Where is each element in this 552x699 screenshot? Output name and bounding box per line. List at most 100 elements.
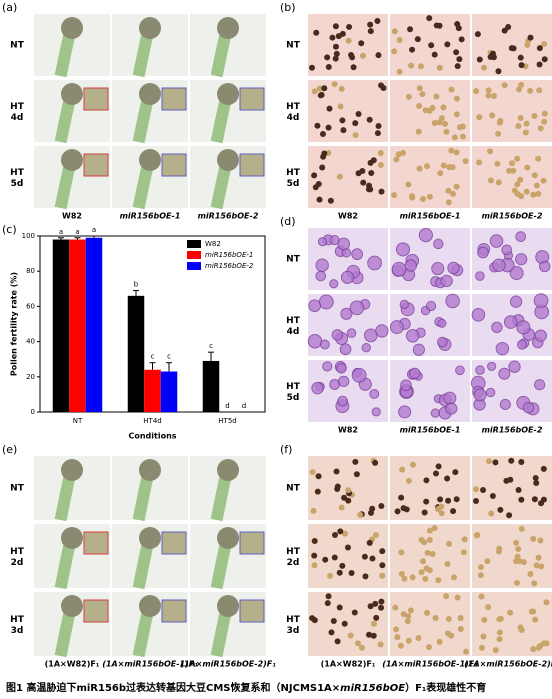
pollen-grain [374, 130, 381, 137]
pollen-grain [420, 558, 427, 565]
pollen-grain [484, 558, 491, 565]
pollen-grain [379, 548, 386, 555]
pollen-grain [508, 160, 515, 167]
pollen-grain [367, 21, 374, 28]
pollen-grain [380, 85, 387, 92]
row-label: NT [10, 41, 25, 51]
pollen-grain [398, 494, 405, 501]
y-tick-label: 40 [26, 338, 35, 346]
cell [445, 402, 458, 415]
legend-label: W82 [205, 240, 221, 248]
pollen-grain [537, 537, 544, 544]
pollen-grain [317, 92, 324, 99]
pollen-grain [357, 511, 364, 518]
pollen-grain [358, 644, 365, 651]
pollen-grain [337, 103, 344, 110]
pollen-grain [378, 604, 385, 611]
pollen-grain [405, 93, 412, 100]
pollen-grain [392, 604, 399, 611]
cell [340, 270, 355, 284]
column-label: miR156bOE-2 [482, 426, 543, 435]
pollen-grain [315, 473, 322, 480]
pollen-grain [310, 507, 317, 514]
pollen-grain [393, 626, 400, 633]
pollen-grain [352, 132, 359, 139]
pollen-grain [367, 186, 374, 193]
pollen-grain [541, 56, 548, 63]
pollen-grain [426, 15, 433, 22]
pollen-grain [355, 170, 362, 177]
cell [331, 329, 344, 341]
pollen-grain [401, 575, 408, 582]
column-label: miR156bOE-2 [198, 212, 259, 221]
legend-label: miR156bOE-1 [205, 251, 253, 259]
pollen-grain [377, 161, 384, 168]
pollen-grain [374, 17, 381, 24]
pollen-grain [487, 148, 494, 155]
pollen-grain [378, 188, 385, 195]
cell [471, 308, 486, 322]
row-label: HT 4d [10, 102, 25, 123]
cell [508, 360, 521, 373]
cell [329, 279, 339, 289]
pollen-grain [359, 52, 366, 59]
panel-letter: (b) [280, 1, 296, 14]
pollen-grain [524, 164, 531, 171]
pollen-grain [326, 105, 333, 112]
pollen-grain [436, 638, 443, 645]
pollen-grain [462, 648, 469, 655]
significance-letter: b [134, 281, 139, 289]
x-tick-label: HT4d [143, 417, 161, 425]
pollen-grain [334, 485, 341, 492]
pollen-grain [325, 124, 332, 131]
pollen-grain [444, 630, 451, 637]
pollen-grain [367, 603, 374, 610]
pollen-grain [336, 569, 343, 576]
bud [61, 527, 83, 549]
pollen-grain [372, 459, 379, 466]
cell [322, 361, 333, 372]
pollen-grain [489, 50, 496, 57]
pollen-grain [453, 149, 460, 156]
y-tick-label: 80 [26, 267, 35, 275]
cell [517, 339, 528, 350]
pollen-grain [445, 540, 452, 547]
significance-letter: a [92, 226, 96, 234]
caption-part: 图1 高温胁迫下miR156b过表达转基因大豆CMS恢复系和（NJCMS1A× [6, 681, 340, 694]
pollen-grain [338, 504, 345, 511]
legend-swatch [187, 251, 201, 259]
pollen-grain [440, 104, 447, 111]
legend-swatch [187, 240, 201, 248]
pollen-grain [407, 26, 414, 33]
pollen-grain [538, 563, 545, 570]
cell [351, 248, 363, 261]
cell [371, 407, 381, 417]
pollen-grain [535, 644, 542, 651]
column-label: miR156bOE-2 [482, 212, 543, 221]
column-label: (1A×miR156bOE-1)F₁ [102, 660, 198, 669]
pollen-grain [421, 509, 428, 516]
pollen-grain [432, 470, 439, 477]
inset [239, 87, 265, 111]
row-label: HT 4d [286, 316, 301, 337]
bud [217, 17, 239, 39]
pollen-grain [321, 150, 328, 157]
cell [351, 367, 367, 383]
cell [443, 391, 457, 405]
pollen-grain [517, 176, 524, 183]
cell [534, 379, 546, 391]
pollen-grain [536, 61, 543, 68]
cell [409, 367, 421, 380]
pollen-grain [405, 181, 412, 188]
caption: 图1 高温胁迫下miR156b过表达转基因大豆CMS恢复系和（NJCMS1A×m… [6, 681, 486, 694]
pollen-grain [506, 512, 513, 519]
pollen-grain [442, 120, 449, 127]
pollen-grain [451, 134, 458, 141]
cell [337, 395, 348, 407]
pollen-grain [435, 463, 442, 470]
cell [445, 293, 460, 309]
row-label: HT 5d [286, 382, 301, 403]
pollen-grain [345, 37, 352, 44]
panel-letter: (d) [280, 215, 296, 228]
pollen-grain [513, 539, 520, 546]
